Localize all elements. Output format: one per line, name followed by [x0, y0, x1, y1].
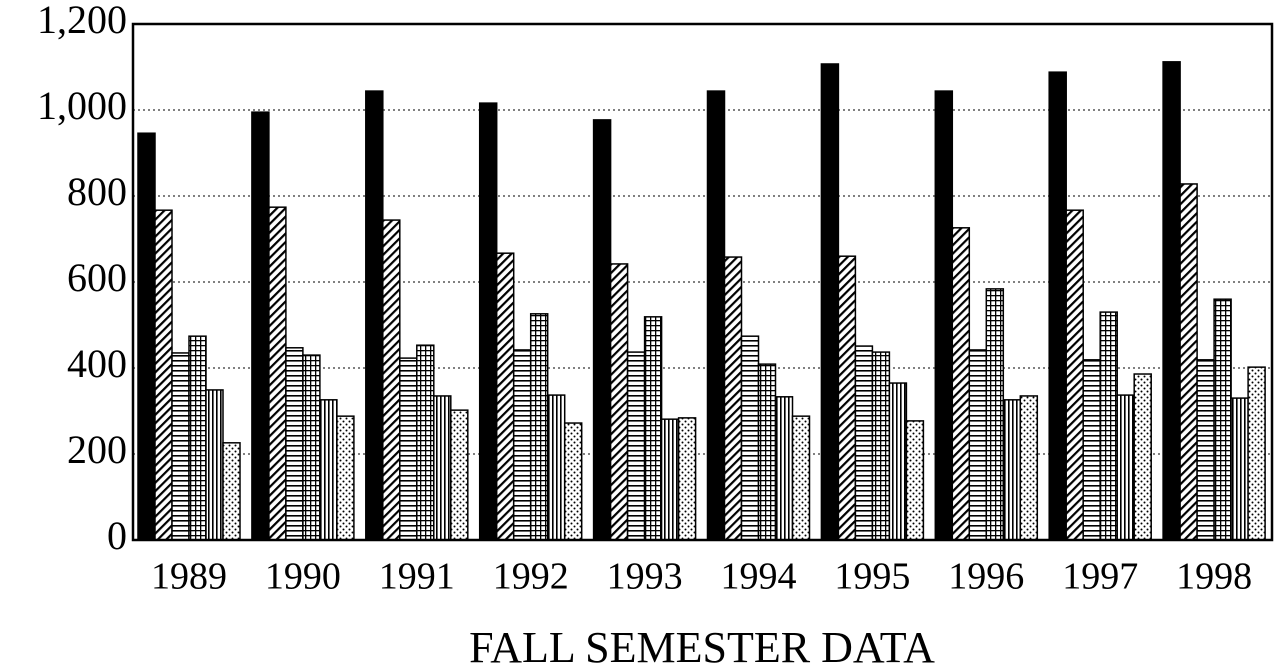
- bar: [757, 363, 777, 541]
- bar: [478, 102, 498, 541]
- bar: [319, 399, 338, 541]
- bar: [336, 415, 355, 541]
- y-tick-label: 0: [107, 513, 127, 558]
- bar: [495, 252, 515, 541]
- bar: [1019, 395, 1039, 541]
- x-tick-label: 1991: [379, 556, 455, 598]
- bar: [546, 394, 566, 541]
- bar: [1099, 311, 1118, 541]
- bar: [1162, 61, 1181, 541]
- y-tick-label: 800: [67, 169, 127, 214]
- y-tick-label: 200: [67, 427, 127, 472]
- bar: [188, 335, 207, 541]
- bar: [1002, 399, 1022, 541]
- bar: [791, 415, 811, 541]
- bar: [592, 119, 612, 541]
- bar: [154, 209, 173, 541]
- bar: [1082, 359, 1101, 541]
- bar: [1247, 366, 1266, 541]
- bar: [529, 313, 549, 541]
- bar: [1196, 359, 1215, 541]
- bar: [677, 417, 697, 541]
- bar: [433, 395, 452, 541]
- x-tick-label: 1993: [607, 556, 683, 598]
- x-axis-title: FALL SEMESTER DATA: [469, 623, 935, 671]
- bar: [1048, 71, 1067, 541]
- x-tick-label: 1994: [721, 556, 797, 598]
- bar: [888, 382, 908, 541]
- bar: [706, 90, 726, 541]
- bar: [905, 420, 925, 541]
- bar: [268, 206, 287, 541]
- bar: [399, 357, 418, 541]
- x-tick-label: 1990: [265, 556, 341, 598]
- bar: [365, 90, 384, 541]
- bar: [660, 418, 680, 541]
- bar: [1116, 394, 1135, 541]
- bar: [985, 288, 1005, 541]
- y-tick-label: 400: [67, 341, 127, 386]
- bar: [1179, 183, 1198, 541]
- bar: [837, 255, 857, 541]
- bar: [951, 227, 971, 541]
- bar: [1065, 209, 1084, 541]
- bar: [871, 351, 891, 541]
- plot-frame: [131, 22, 1274, 542]
- bar: [382, 219, 401, 541]
- bar: [968, 349, 988, 541]
- bar: [416, 344, 435, 541]
- bar: [934, 90, 954, 541]
- x-tick-label: 1998: [1176, 556, 1252, 598]
- bar: [774, 396, 794, 541]
- bar: [1230, 397, 1249, 541]
- bar: [740, 335, 760, 541]
- y-tick-label: 1,000: [37, 83, 127, 128]
- x-tick-label: 1989: [151, 556, 227, 598]
- bar: [723, 256, 743, 541]
- bar: [563, 422, 583, 541]
- bar: [302, 354, 321, 541]
- bar: [171, 352, 190, 541]
- bar: [205, 389, 224, 541]
- bar: [609, 263, 629, 541]
- bar: [512, 349, 532, 541]
- bar: [251, 111, 270, 541]
- y-tick-label: 1,200: [37, 0, 127, 42]
- y-tick-label: 600: [67, 255, 127, 300]
- x-tick-label: 1996: [948, 556, 1024, 598]
- bar: [854, 345, 874, 541]
- bar: [450, 409, 469, 541]
- bar: [643, 316, 663, 541]
- x-tick-label: 1992: [493, 556, 569, 598]
- bar: [285, 347, 304, 541]
- bar: [222, 442, 241, 541]
- bar: [137, 132, 156, 541]
- x-tick-label: 1997: [1062, 556, 1138, 598]
- bar: [1213, 298, 1232, 541]
- bar: [1133, 373, 1152, 541]
- x-tick-label: 1995: [834, 556, 910, 598]
- bar: [626, 351, 646, 541]
- bar: [820, 63, 840, 541]
